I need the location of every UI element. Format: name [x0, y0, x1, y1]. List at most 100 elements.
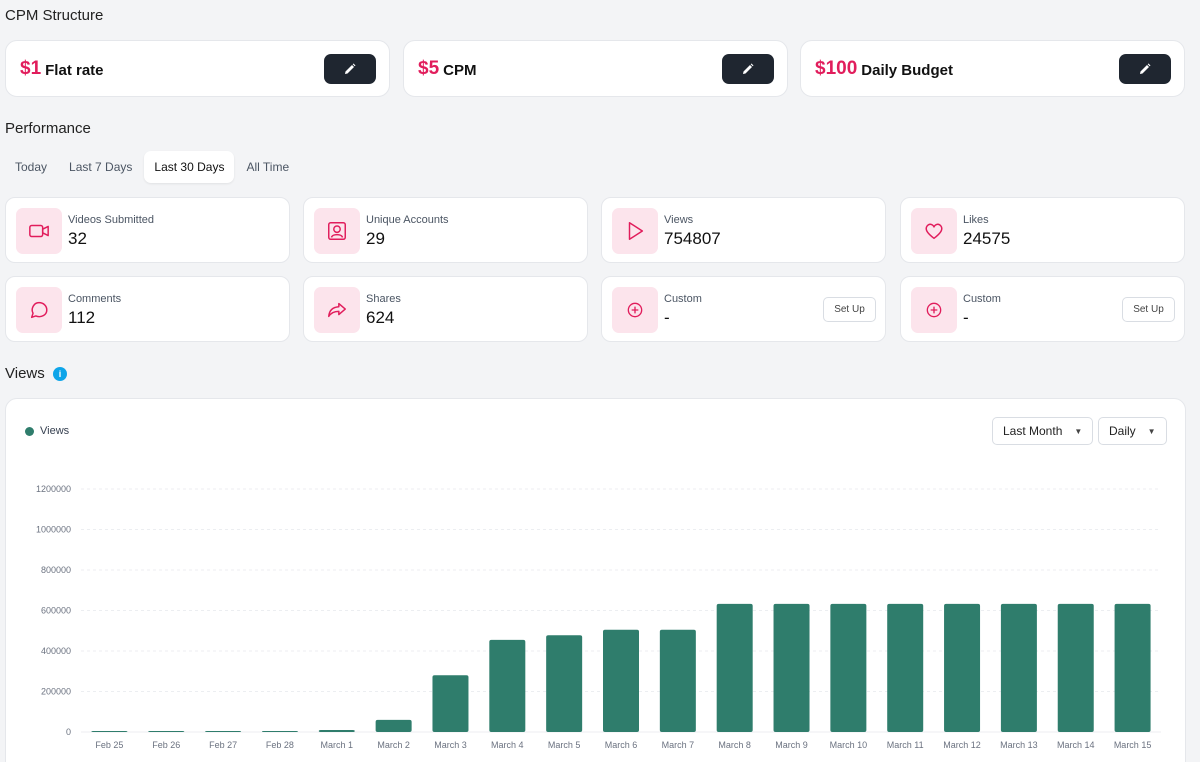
interval-dropdown-label: Daily: [1109, 424, 1136, 438]
bar: [1114, 603, 1151, 732]
share-icon: [314, 287, 360, 333]
edit-cpm-button[interactable]: [722, 54, 774, 84]
cpm-amount: $5: [418, 57, 440, 79]
stat-value: -: [664, 308, 670, 327]
heart-icon: [911, 208, 957, 254]
cpm-label: Daily Budget: [861, 61, 953, 79]
y-tick-label: 200000: [41, 687, 71, 697]
cpm-structure-title: CPM Structure: [5, 7, 104, 24]
chart-legend[interactable]: Views: [25, 425, 69, 437]
cpm-label: CPM: [443, 61, 477, 79]
bar: [318, 729, 355, 732]
stat-value: 24575: [963, 229, 1011, 248]
pencil-icon: [1140, 63, 1151, 74]
x-tick-label: March 12: [943, 740, 981, 750]
x-tick-label: March 7: [662, 740, 695, 750]
performance-title: Performance: [5, 120, 91, 137]
stat-label: Custom: [963, 293, 1001, 305]
bar: [148, 731, 185, 732]
video-camera-icon: [16, 208, 62, 254]
bar: [659, 629, 696, 732]
stat-value: 754807: [664, 229, 721, 248]
x-tick-label: March 1: [321, 740, 354, 750]
caret-down-icon: ▼: [1147, 426, 1156, 436]
x-tick-label: March 9: [775, 740, 808, 750]
stat-card-shares: Shares 624: [303, 276, 588, 342]
stat-card-likes: Likes 24575: [900, 197, 1185, 263]
interval-dropdown[interactable]: Daily ▼: [1098, 417, 1167, 445]
tab-today[interactable]: Today: [15, 160, 48, 174]
x-tick-label: March 10: [830, 740, 868, 750]
bar: [887, 603, 924, 732]
cpm-amount: $1: [20, 57, 42, 79]
stat-label: Shares: [366, 293, 401, 305]
x-tick-label: March 8: [718, 740, 751, 750]
stat-label: Videos Submitted: [68, 214, 155, 226]
stat-label: Custom: [664, 293, 702, 305]
views-chart-card: Views Last Month ▼ Daily ▼ 0 200000 400000…: [5, 398, 1186, 762]
stat-label: Likes: [963, 214, 989, 226]
setup-custom-1-button[interactable]: Set Up: [823, 297, 876, 322]
bar: [432, 675, 469, 732]
stat-card-unique-accounts: Unique Accounts 29: [303, 197, 588, 263]
bar: [830, 603, 867, 732]
info-icon[interactable]: i: [53, 367, 67, 381]
x-tick-label: March 11: [887, 740, 924, 750]
bar: [716, 603, 753, 732]
period-tabs: Today Last 7 Days Last 30 Days All Time: [5, 151, 301, 183]
play-icon: [612, 208, 658, 254]
add-circle-icon: [911, 287, 957, 333]
tab-last-30-days[interactable]: Last 30 Days: [144, 151, 235, 183]
tab-last-7-days[interactable]: Last 7 Days: [69, 160, 133, 174]
bar: [1057, 603, 1094, 732]
y-tick-label: 400000: [41, 646, 71, 656]
y-tick-label: 0: [66, 727, 71, 737]
x-tick-label: March 15: [1114, 740, 1152, 750]
x-tick-label: March 14: [1057, 740, 1095, 750]
y-tick-label: 800000: [41, 565, 71, 575]
stat-card-videos-submitted: Videos Submitted 32: [5, 197, 290, 263]
views-bar-chart: 0 200000 400000 600000 800000 1000000 1200000 F…: [36, 484, 1161, 750]
caret-down-icon: ▼: [1074, 426, 1083, 436]
bar: [546, 635, 583, 732]
legend-label: Views: [40, 425, 70, 437]
x-tick-label: Feb 27: [209, 740, 237, 750]
x-tick-label: Feb 28: [266, 740, 294, 750]
stat-value: 112: [68, 308, 96, 327]
stat-value: 32: [68, 229, 87, 248]
stat-label: Unique Accounts: [366, 214, 449, 226]
y-tick-label: 600000: [41, 606, 71, 616]
x-tick-label: March 2: [377, 740, 410, 750]
user-account-icon: [314, 208, 360, 254]
stat-card-custom-2: Custom - Set Up: [900, 276, 1185, 342]
add-circle-icon: [612, 287, 658, 333]
y-tick-label: 1000000: [36, 525, 71, 535]
edit-daily-budget-button[interactable]: [1119, 54, 1171, 84]
stat-card-custom-1: Custom - Set Up: [601, 276, 886, 342]
edit-flat-rate-button[interactable]: [324, 54, 376, 84]
cpm-amount: $100: [815, 57, 858, 79]
x-tick-label: March 13: [1000, 740, 1038, 750]
stat-value: 29: [366, 229, 385, 248]
stat-value: 624: [366, 308, 395, 327]
bar: [944, 603, 981, 732]
cpm-card-daily-budget: $100 Daily Budget: [800, 40, 1185, 97]
stat-card-comments: Comments 112: [5, 276, 290, 342]
bar: [489, 639, 526, 732]
y-tick-label: 1200000: [36, 484, 71, 494]
pencil-icon: [345, 63, 356, 74]
stat-card-views: Views 754807: [601, 197, 886, 263]
cpm-card-cpm: $5 CPM: [403, 40, 788, 97]
bar: [205, 731, 242, 732]
x-tick-label: Feb 26: [152, 740, 180, 750]
period-dropdown-label: Last Month: [1003, 424, 1063, 438]
stat-value: -: [963, 308, 969, 327]
period-dropdown[interactable]: Last Month ▼: [992, 417, 1094, 445]
bar: [261, 730, 298, 732]
cpm-label: Flat rate: [45, 61, 104, 79]
setup-custom-2-button[interactable]: Set Up: [1122, 297, 1175, 322]
bar: [773, 603, 810, 732]
legend-dot: [25, 426, 34, 436]
x-tick-label: March 4: [491, 740, 524, 750]
tab-all-time[interactable]: All Time: [246, 160, 290, 174]
